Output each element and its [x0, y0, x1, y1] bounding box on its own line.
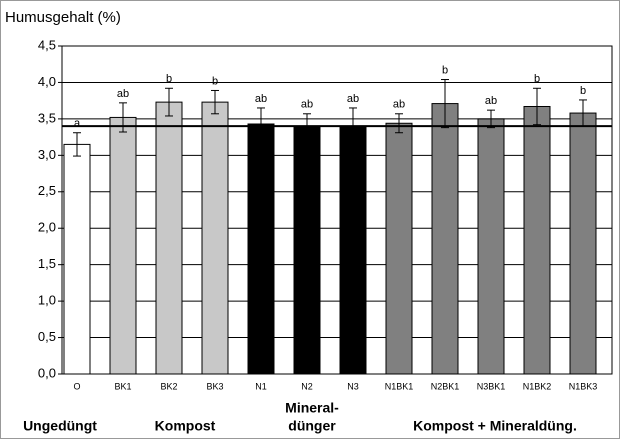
chart-title: Humusgehalt (%) — [5, 9, 121, 26]
x-tick-label: N3BK1 — [477, 381, 506, 391]
bar — [293, 125, 321, 375]
y-tick-label: 1,0 — [38, 293, 56, 308]
bar — [339, 125, 367, 375]
bar — [569, 112, 597, 375]
error-bar — [441, 79, 449, 129]
x-tick-label: BK3 — [206, 381, 223, 391]
plot-area — [61, 45, 613, 375]
y-tick-label: 2,5 — [38, 183, 56, 198]
significance-letter: ab — [301, 99, 313, 111]
error-bar — [73, 132, 81, 157]
significance-letter: b — [212, 75, 218, 87]
error-bar — [211, 89, 219, 115]
x-tick-label: N2BK1 — [431, 381, 460, 391]
significance-letter: b — [580, 85, 586, 97]
x-tick-label: N1 — [255, 381, 267, 391]
significance-letter: a — [74, 118, 81, 130]
y-tick-label: 1,5 — [38, 256, 56, 271]
significance-letter: b — [534, 73, 540, 85]
group-label: Kompost + Mineraldüng. — [413, 418, 577, 434]
error-bar — [395, 113, 403, 134]
y-tick-label: 4,0 — [38, 74, 56, 89]
significance-letter: b — [166, 73, 172, 85]
significance-letter: ab — [347, 93, 359, 105]
bar — [63, 143, 91, 375]
x-tick-label: BK1 — [114, 381, 131, 391]
x-tick-label: O — [73, 381, 80, 391]
bar — [247, 123, 275, 375]
error-bar — [487, 109, 495, 129]
significance-letter: ab — [393, 99, 405, 111]
group-label: Ungedüngt — [23, 418, 97, 434]
significance-letter: ab — [117, 88, 129, 100]
bar — [155, 101, 183, 375]
bar — [431, 103, 459, 375]
x-tick-label: N1BK3 — [569, 381, 598, 391]
x-tick-label: N2 — [301, 381, 313, 391]
x-tick-label: N1BK1 — [385, 381, 414, 391]
y-tick-label: 3,0 — [38, 147, 56, 162]
x-tick-label: N1BK2 — [523, 381, 552, 391]
group-label: Mineral- — [285, 400, 339, 416]
y-tick-label: 0,0 — [38, 365, 56, 380]
bar — [201, 101, 229, 375]
error-bar — [533, 87, 541, 126]
significance-letter: ab — [255, 93, 267, 105]
y-tick-label: 0,5 — [38, 329, 56, 344]
significance-letter: ab — [485, 95, 497, 107]
bar — [109, 116, 137, 375]
y-tick-label: 4,5 — [38, 37, 56, 52]
group-label: Kompost — [155, 418, 216, 434]
bar — [385, 122, 413, 375]
error-bar — [165, 87, 173, 117]
y-tick-label: 3,5 — [38, 110, 56, 125]
y-tick-label: 2,0 — [38, 220, 56, 235]
bar — [477, 118, 505, 375]
bar — [523, 105, 551, 375]
error-bar — [257, 107, 265, 141]
x-tick-label: BK2 — [160, 381, 177, 391]
x-tick-label: N3 — [347, 381, 359, 391]
group-label: dünger — [288, 418, 336, 434]
significance-letter: b — [442, 64, 448, 76]
